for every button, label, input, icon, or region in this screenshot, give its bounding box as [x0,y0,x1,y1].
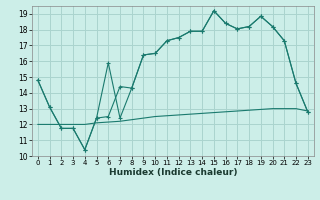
X-axis label: Humidex (Indice chaleur): Humidex (Indice chaleur) [108,168,237,177]
